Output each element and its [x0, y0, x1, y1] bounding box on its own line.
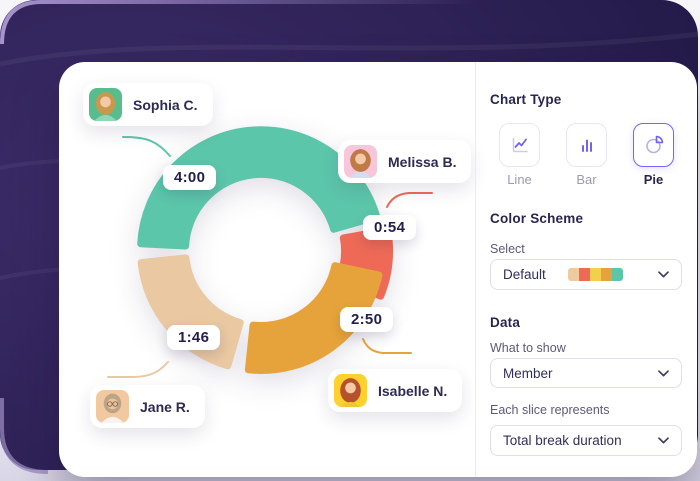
member-name: Melissa B. — [388, 153, 457, 170]
data-heading: Data — [490, 315, 521, 330]
color-swatch-4 — [612, 268, 624, 281]
connector-melissa — [386, 192, 433, 208]
pie-chart-icon — [645, 135, 663, 154]
color-swatch-2 — [590, 268, 602, 281]
chart-type-button-line[interactable] — [499, 123, 540, 167]
color-swatches — [568, 268, 624, 281]
time-badge-jane: 1:46 — [167, 325, 221, 350]
member-card-isabelle[interactable]: Isabelle N. — [328, 369, 463, 412]
avatar-sophia — [89, 88, 122, 121]
avatar-isabelle — [334, 374, 367, 407]
member-card-melissa[interactable]: Melissa B. — [338, 140, 472, 183]
member-name: Isabelle N. — [378, 382, 448, 399]
what-to-show-value: Member — [503, 365, 553, 381]
what-to-show-label: What to show — [490, 341, 566, 355]
avatar-jane — [96, 390, 129, 423]
chevron-down-icon — [658, 437, 669, 444]
slice-represents-value: Total break duration — [503, 433, 622, 448]
what-to-show-dropdown[interactable]: Member — [490, 358, 682, 388]
connector-isabelle — [362, 338, 412, 354]
chart-type-label-bar[interactable]: Bar — [576, 172, 597, 187]
chart-type-button-pie[interactable] — [633, 123, 674, 167]
color-swatch-3 — [601, 268, 613, 281]
connector-jane — [107, 361, 169, 378]
chevron-down-icon — [658, 369, 669, 376]
member-card-sophia[interactable]: Sophia C. — [83, 83, 213, 126]
member-card-jane[interactable]: Jane R. — [90, 385, 205, 428]
chart-area: Sophia C. Melissa B. — [59, 62, 475, 477]
chevron-down-icon — [658, 271, 669, 278]
time-badge-melissa: 0:54 — [363, 215, 417, 240]
color-scheme-value: Default — [503, 267, 546, 282]
color-scheme-dropdown[interactable]: Default — [490, 259, 682, 290]
member-name: Jane R. — [140, 398, 190, 415]
connector-sophia — [122, 136, 171, 157]
avatar-melissa — [344, 145, 377, 178]
color-scheme-heading: Color Scheme — [490, 211, 584, 226]
line-chart-icon — [512, 137, 528, 153]
time-badge-isabelle: 2:50 — [340, 307, 394, 332]
bar-chart-icon — [581, 139, 592, 152]
chart-type-heading: Chart Type — [490, 92, 562, 107]
chart-type-label-line[interactable]: Line — [507, 172, 532, 187]
time-badge-sophia: 4:00 — [163, 165, 217, 190]
chart-type-button-bar[interactable] — [566, 123, 607, 167]
widget-card: Sophia C. Melissa B. — [59, 62, 697, 477]
slice-represents-label: Each slice represents — [490, 403, 610, 417]
color-swatch-0 — [568, 268, 580, 281]
color-scheme-select-label: Select — [490, 242, 525, 256]
member-name: Sophia C. — [133, 96, 198, 113]
panel-divider — [475, 62, 476, 477]
color-swatch-1 — [579, 268, 591, 281]
slice-represents-dropdown[interactable]: Total break duration — [490, 425, 682, 456]
settings-panel: Chart Type Line Bar Pie — [475, 62, 697, 477]
chart-type-label-pie[interactable]: Pie — [643, 172, 664, 187]
donut-slice-0[interactable] — [137, 126, 381, 250]
